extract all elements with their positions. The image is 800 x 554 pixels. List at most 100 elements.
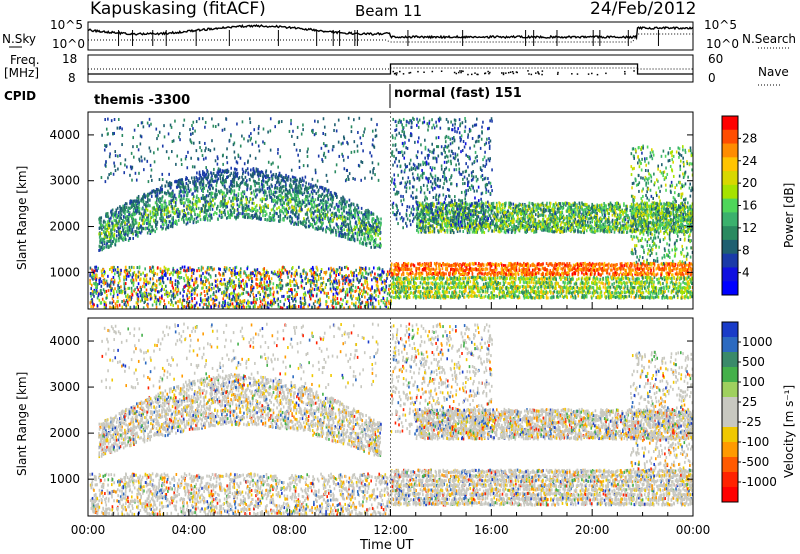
data-point	[135, 221, 138, 225]
data-point	[131, 275, 134, 279]
data-point	[252, 171, 255, 175]
data-point	[109, 292, 112, 296]
data-point	[177, 299, 179, 303]
data-point	[226, 147, 228, 151]
data-point	[317, 120, 319, 124]
data-point	[353, 140, 356, 144]
data-point	[190, 132, 192, 136]
data-point	[185, 181, 188, 185]
data-point	[189, 139, 192, 143]
data-point	[194, 277, 197, 281]
data-point	[324, 155, 327, 159]
data-point	[211, 216, 213, 220]
data-point	[355, 268, 357, 272]
data-point	[216, 179, 218, 183]
data-point	[309, 222, 311, 226]
data-point	[91, 272, 94, 276]
data-point	[235, 284, 237, 288]
data-point	[163, 208, 166, 212]
data-point	[262, 272, 264, 276]
nave-dot	[417, 70, 419, 73]
nave-dot	[596, 73, 599, 76]
data-point	[90, 292, 92, 296]
data-point	[113, 164, 116, 168]
data-point	[178, 183, 180, 187]
data-point	[114, 287, 116, 291]
data-point	[377, 221, 380, 225]
data-point	[123, 232, 125, 236]
data-point	[335, 163, 338, 167]
data-point	[261, 277, 263, 281]
data-point	[149, 265, 151, 269]
nave-dot	[453, 71, 456, 74]
data-point	[358, 210, 361, 214]
data-point	[235, 265, 238, 269]
data-point	[359, 136, 362, 140]
data-point	[102, 274, 105, 278]
data-point	[148, 198, 151, 202]
data-point	[211, 282, 214, 286]
data-point	[230, 166, 233, 170]
data-point	[141, 298, 144, 302]
nave-dot	[528, 73, 530, 75]
data-point	[305, 195, 308, 199]
data-point	[239, 156, 242, 160]
data-point	[124, 237, 127, 241]
data-point	[340, 226, 343, 230]
data-point	[251, 206, 254, 210]
data-point	[324, 286, 327, 290]
data-point	[122, 229, 125, 233]
data-point	[184, 213, 187, 217]
data-point	[210, 191, 213, 195]
data-point	[177, 287, 180, 291]
data-point	[122, 236, 125, 240]
data-point	[360, 178, 362, 182]
nave-dot	[515, 71, 518, 73]
data-point	[335, 291, 338, 295]
data-point	[155, 215, 158, 219]
data-point	[241, 292, 243, 296]
data-point	[295, 203, 297, 207]
data-point	[152, 215, 154, 219]
data-point	[235, 275, 237, 279]
data-point	[312, 206, 315, 210]
data-point	[194, 213, 196, 217]
data-point	[109, 305, 111, 309]
data-point	[134, 209, 137, 213]
data-point	[253, 201, 255, 205]
data-point	[109, 268, 111, 272]
data-point	[155, 300, 158, 304]
data-point	[242, 299, 244, 303]
data-point	[327, 205, 330, 209]
data-point	[125, 304, 127, 308]
data-point	[342, 154, 344, 158]
data-point	[267, 301, 269, 305]
data-point	[189, 266, 191, 270]
data-point	[172, 293, 175, 297]
data-point	[109, 281, 112, 285]
nave-dot	[527, 70, 529, 72]
data-point	[365, 276, 368, 280]
data-point	[316, 268, 319, 272]
data-point	[334, 123, 336, 127]
data-point	[110, 236, 113, 240]
data-point	[359, 287, 361, 291]
data-point	[119, 279, 121, 283]
data-point	[145, 277, 148, 281]
data-point	[114, 305, 117, 309]
data-point	[352, 177, 354, 181]
data-point	[217, 157, 219, 161]
data-point	[225, 117, 227, 121]
data-point	[196, 213, 199, 217]
data-point	[324, 133, 327, 137]
data-point	[208, 286, 211, 290]
data-point	[266, 197, 268, 201]
data-point	[130, 231, 132, 235]
data-point	[304, 212, 307, 216]
data-point	[145, 194, 147, 198]
data-point	[300, 207, 303, 211]
data-point	[188, 290, 191, 294]
data-point	[163, 213, 166, 217]
data-point	[124, 226, 126, 230]
data-point	[277, 215, 280, 219]
